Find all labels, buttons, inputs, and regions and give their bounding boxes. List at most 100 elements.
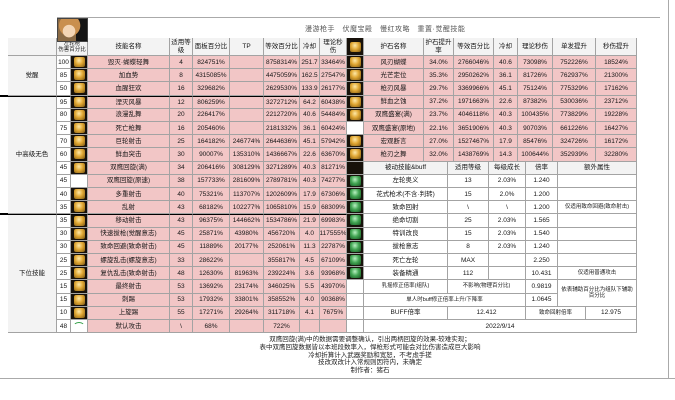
cell-cooldown[interactable]: 251.7 xyxy=(300,56,320,70)
cell-req-level[interactable]: \ xyxy=(170,320,193,334)
cell-charm-persec[interactable]: 32280% xyxy=(596,148,637,162)
charm-icon-cell[interactable] xyxy=(347,148,364,162)
cell-passive-extra[interactable] xyxy=(558,214,637,228)
charm-col-header[interactable]: 理论秒伤 xyxy=(518,38,553,56)
cell-dps[interactable]: 26177% xyxy=(320,82,347,96)
cell-level[interactable]: 30 xyxy=(57,240,71,254)
cell-skill-name[interactable]: 巨轮射击 xyxy=(88,135,170,149)
cell-panel-pct[interactable]: 164182% xyxy=(193,135,230,149)
cell-cooldown[interactable]: 162.5 xyxy=(300,69,320,83)
cell-passive-name[interactable]: 死亡左轮 xyxy=(364,254,448,268)
cell-passive-req[interactable]: 8 xyxy=(448,240,489,254)
cell-eff-pct[interactable]: 2181332% xyxy=(264,122,300,136)
cell-panel-pct[interactable]: 90007% xyxy=(193,148,230,162)
cell-charm-single[interactable]: 530036% xyxy=(553,95,596,109)
cell-buff-value2[interactable]: 12.975 xyxy=(586,306,637,320)
cell-charm-cd[interactable]: 40.6 xyxy=(494,56,518,70)
cell-charm-cd[interactable]: 22.6 xyxy=(494,95,518,109)
skill-col-header[interactable]: 面板百分比 xyxy=(193,38,230,56)
cell-req-level[interactable]: 16 xyxy=(170,122,193,136)
cell-passive-grow[interactable]: 2.03% xyxy=(489,240,526,254)
cell-charm-dps[interactable]: 100644% xyxy=(518,148,553,162)
cell-dps[interactable]: 43970% xyxy=(320,280,347,294)
cell-cooldown[interactable]: 40.3 xyxy=(300,174,320,188)
cell-charm-eff[interactable]: 3651906% xyxy=(454,122,494,136)
cell-req-level[interactable]: 30 xyxy=(170,148,193,162)
skill-group-label[interactable]: 下位技能 xyxy=(8,214,57,334)
cell-level[interactable]: 35 xyxy=(57,214,71,228)
cell-cooldown[interactable]: 11.3 xyxy=(300,240,320,254)
cell-level[interactable]: 85 xyxy=(57,69,71,83)
cell-passive-extra[interactable] xyxy=(558,174,637,188)
skill-icon-cell[interactable] xyxy=(71,280,88,294)
passive-col-header[interactable]: 额外属性 xyxy=(558,161,637,175)
cell-tp[interactable] xyxy=(230,82,264,96)
cell-charm-name[interactable]: 鲜血之蚀 xyxy=(364,95,424,109)
cell-panel-pct[interactable]: 17271% xyxy=(193,306,230,320)
cell-skill-name[interactable]: 乱射 xyxy=(88,201,170,215)
cell-req-level[interactable]: 8 xyxy=(170,69,193,83)
cell-level[interactable]: 75 xyxy=(57,122,71,136)
charm-icon-cell[interactable] xyxy=(347,95,364,109)
cell-dps[interactable]: 60438% xyxy=(320,95,347,109)
skill-icon-cell[interactable] xyxy=(71,267,88,281)
cell-panel-pct[interactable]: 806259% xyxy=(193,95,230,109)
skill-icon-cell[interactable] xyxy=(71,69,88,83)
skill-col-header[interactable]: 适用等级 xyxy=(170,38,193,56)
cell-charm-dps[interactable]: 100435% xyxy=(518,108,553,122)
cell-req-level[interactable]: 43 xyxy=(170,214,193,228)
cell-passive-mult[interactable]: 1.200 xyxy=(526,201,558,215)
cell-dps[interactable]: 54484% xyxy=(320,108,347,122)
cell-charm-persec[interactable]: 18524% xyxy=(596,56,637,70)
skill-icon-cell[interactable] xyxy=(71,135,88,149)
cell-dps[interactable]: 81271% xyxy=(320,161,347,175)
charm-icon-cell[interactable] xyxy=(347,108,364,122)
skill-icon-cell[interactable] xyxy=(71,201,88,215)
cell-level[interactable]: 10 xyxy=(57,306,71,320)
cell-charm-persec[interactable]: 16172% xyxy=(596,135,637,149)
cell-charm-single[interactable]: 661226% xyxy=(553,122,596,136)
cell-charm-rate[interactable]: 23.7% xyxy=(424,108,454,122)
cell-dps[interactable]: 33464% xyxy=(320,56,347,70)
cell-tp[interactable] xyxy=(230,320,264,334)
cell-passive-extra[interactable]: 仅适用致命回避(致命射击) xyxy=(558,201,637,215)
cell-eff-pct[interactable]: 1534786% xyxy=(264,214,300,228)
cell-passive-req[interactable]: 15 xyxy=(448,227,489,241)
passive-icon-cell[interactable] xyxy=(347,174,364,188)
cell-req-level[interactable]: 40 xyxy=(170,188,193,202)
cell-charm-dps[interactable]: 87382% xyxy=(518,95,553,109)
cell-panel-pct[interactable]: 12630% xyxy=(193,267,230,281)
cell-buff-label[interactable]: BUFF倍率 xyxy=(364,306,448,320)
cell-cooldown[interactable]: 133.9 xyxy=(300,82,320,96)
cell-dps[interactable]: 63670% xyxy=(320,148,347,162)
cell-charm-single[interactable]: 773829% xyxy=(553,108,596,122)
charm-icon-cell[interactable] xyxy=(347,82,364,96)
cell-buff-value[interactable]: 12.412 xyxy=(448,306,526,320)
cell-cooldown[interactable]: 3.6 xyxy=(300,267,320,281)
cell-cooldown[interactable]: 36.1 xyxy=(300,122,320,136)
cell-tp[interactable] xyxy=(230,108,264,122)
cell-level[interactable]: 100 xyxy=(57,56,71,70)
cell-tp[interactable] xyxy=(230,122,264,136)
cell-charm-single[interactable]: 352939% xyxy=(553,148,596,162)
cell-dps[interactable]: 69983% xyxy=(320,214,347,228)
cell-passive-req[interactable]: MAX xyxy=(448,254,489,268)
cell-charm-dps[interactable]: 75124% xyxy=(518,82,553,96)
cell-charm-name[interactable]: 枪刃之舞 xyxy=(364,148,424,162)
cell-eff-pct[interactable]: 4475059% xyxy=(264,69,300,83)
cell-charm-persec[interactable]: 16427% xyxy=(596,122,637,136)
skill-col-header[interactable]: 技能名称 xyxy=(88,38,170,56)
cell-tp[interactable] xyxy=(230,254,264,268)
cell-passive-mult[interactable]: 2.250 xyxy=(526,254,558,268)
cell-charm-eff[interactable]: 4046118% xyxy=(454,108,494,122)
cell-panel-pct[interactable]: 75321% xyxy=(193,188,230,202)
skill-icon-cell[interactable] xyxy=(71,148,88,162)
passive-col-header[interactable]: 适用等级 xyxy=(448,161,489,175)
cell-level[interactable]: 40 xyxy=(57,188,71,202)
cell-charm-persec[interactable]: 19228% xyxy=(596,108,637,122)
cell-passive-name[interactable]: 装备精通 xyxy=(364,267,448,281)
passive-icon-cell[interactable] xyxy=(347,254,364,268)
cell-cooldown[interactable]: 21.9 xyxy=(300,214,320,228)
cell-level[interactable]: 30 xyxy=(57,227,71,241)
skill-icon-cell[interactable] xyxy=(71,82,88,96)
